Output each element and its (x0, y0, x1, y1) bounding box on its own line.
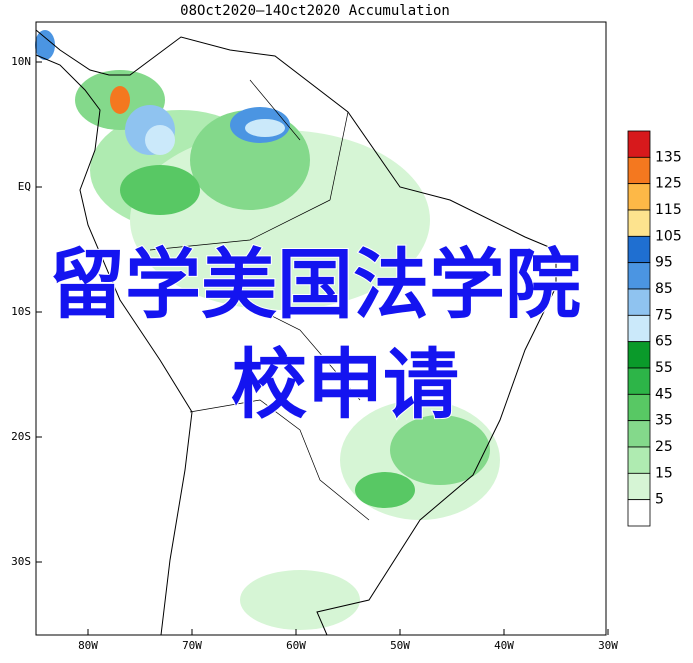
lon-label: 70W (182, 639, 202, 652)
lon-label: 40W (494, 639, 514, 652)
colorbar-box (627, 288, 651, 316)
colorbar-box (627, 209, 651, 237)
overlay-text: 留学美国法学院 (49, 240, 581, 329)
lat-label: EQ (18, 180, 31, 193)
colorbar-label: 65 (655, 334, 673, 350)
colorbar-label: 105 (655, 228, 682, 244)
colorbar-box (627, 130, 651, 158)
colorbar-box (627, 341, 651, 369)
lon-label: 60W (286, 639, 306, 652)
colorbar-box (627, 446, 651, 474)
colorbar-box (627, 499, 651, 527)
colorbar-box (627, 183, 651, 211)
lon-label: 80W (78, 639, 98, 652)
colorbar-label: 95 (655, 255, 673, 271)
coastline (35, 29, 557, 636)
colorbar-label: 85 (655, 281, 673, 297)
lat-label: 20S (11, 430, 31, 443)
colorbar-label: 45 (655, 386, 673, 402)
colorbar-label: 135 (655, 149, 682, 165)
lat-label: 30S (11, 555, 31, 568)
colorbar-label: 115 (655, 202, 682, 218)
overlay-text: 校申请 (231, 340, 459, 429)
map-frame (35, 21, 607, 636)
lon-label: 30W (598, 639, 618, 652)
colorbar-box (627, 472, 651, 501)
colorbar-label: 125 (655, 176, 682, 192)
colorbar-label: 5 (655, 492, 664, 508)
colorbar-label: 15 (655, 465, 673, 481)
lat-label: 10S (11, 305, 31, 318)
colorbar-box (627, 156, 651, 185)
colorbar-label: 35 (655, 413, 673, 429)
colorbar-box (627, 262, 651, 290)
colorbar-box (627, 393, 651, 422)
colorbar-box (627, 235, 651, 264)
colorbar-label: 75 (655, 307, 673, 323)
precip-shading (35, 30, 500, 630)
colorbar-box (627, 420, 651, 448)
colorbar-box (627, 367, 651, 395)
colorbar-label: 25 (655, 439, 673, 455)
lat-label: 10N (11, 55, 31, 68)
colorbar-label: 55 (655, 360, 673, 376)
map-title: 08Oct2020—14Oct2020 Accumulation (180, 3, 450, 19)
colorbar-box (627, 314, 651, 343)
borders (149, 79, 370, 521)
lon-label: 50W (390, 639, 410, 652)
